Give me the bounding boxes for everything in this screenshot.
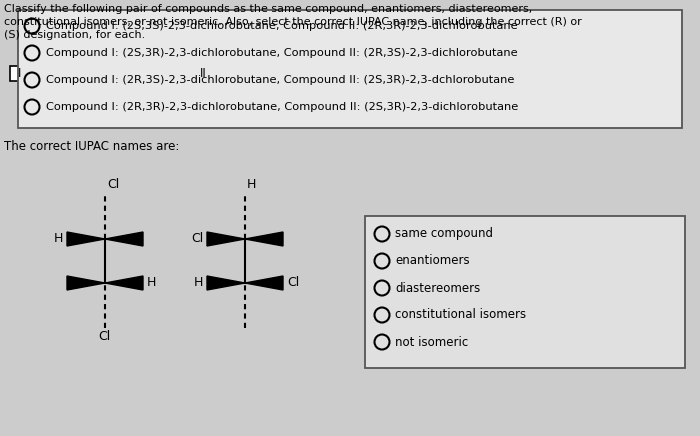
Bar	[193, 66, 213, 81]
Polygon shape	[105, 276, 143, 290]
Text: H: H	[147, 276, 156, 290]
Text: Cl: Cl	[190, 232, 203, 245]
Bar	[10, 66, 30, 81]
Text: Cl: Cl	[287, 276, 300, 290]
Text: Cl: Cl	[98, 330, 110, 343]
Text: Classify the following pair of compounds as the same compound, enantiomers, dias: Classify the following pair of compounds…	[4, 4, 582, 41]
Text: I: I	[18, 67, 22, 80]
Polygon shape	[207, 232, 245, 246]
Text: Compound I: (2S,3S)-2,3-dichlorobutane, Compound II: (2R,3R)-2,3-dichlorobutane: Compound I: (2S,3S)-2,3-dichlorobutane, …	[46, 21, 517, 31]
Text: Cl: Cl	[107, 178, 119, 191]
Text: same compound: same compound	[395, 228, 493, 241]
Polygon shape	[245, 276, 283, 290]
Text: diastereomers: diastereomers	[395, 282, 480, 294]
Bar	[18, 10, 682, 128]
Polygon shape	[67, 232, 105, 246]
Text: Compound I: (2S,3R)-2,3-dichlorobutane, Compound II: (2R,3S)-2,3-dichlorobutane: Compound I: (2S,3R)-2,3-dichlorobutane, …	[46, 48, 517, 58]
Text: H: H	[54, 232, 63, 245]
Text: enantiomers: enantiomers	[395, 255, 470, 268]
Bar	[365, 216, 685, 368]
Polygon shape	[67, 276, 105, 290]
Text: constitutional isomers: constitutional isomers	[395, 309, 526, 321]
Polygon shape	[105, 232, 143, 246]
Text: II: II	[199, 67, 206, 80]
Text: Compound I: (2R,3S)-2,3-dichlorobutane, Compound II: (2S,3R)-2,3-dchlorobutane: Compound I: (2R,3S)-2,3-dichlorobutane, …	[46, 75, 514, 85]
Text: not isomeric: not isomeric	[395, 335, 468, 348]
Polygon shape	[207, 276, 245, 290]
Polygon shape	[245, 232, 283, 246]
Text: Compound I: (2R,3R)-2,3-dichlorobutane, Compound II: (2S,3R)-2,3-dichlorobutane: Compound I: (2R,3R)-2,3-dichlorobutane, …	[46, 102, 518, 112]
Text: H: H	[194, 276, 203, 290]
Text: The correct IUPAC names are:: The correct IUPAC names are:	[4, 140, 179, 153]
Text: H: H	[247, 178, 256, 191]
